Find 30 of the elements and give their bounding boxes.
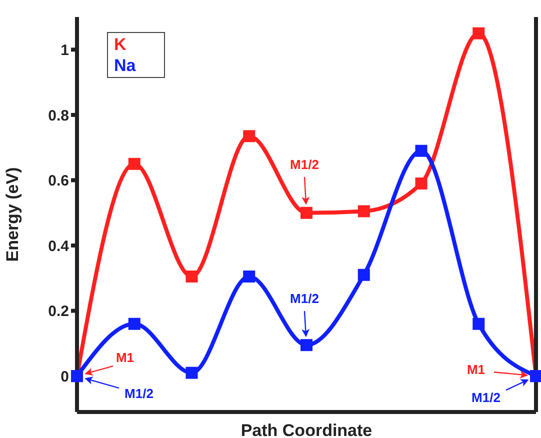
- point: [243, 270, 256, 283]
- annotation: M1/2: [472, 390, 500, 406]
- annotation: M1/2: [124, 386, 154, 402]
- y-tick-label: 0.2: [48, 303, 69, 320]
- y-axis-title: Energy (eV): [3, 167, 22, 262]
- point: [128, 158, 140, 170]
- y-tick-label: 1: [60, 42, 69, 59]
- text: Na: [114, 55, 136, 76]
- point: [186, 270, 198, 283]
- point: [415, 144, 428, 157]
- point: [300, 339, 312, 352]
- annotation: M1: [466, 362, 486, 378]
- y-tick-label: 0: [60, 368, 69, 386]
- y-tick-label: 0.8: [48, 107, 69, 124]
- text: K: [114, 34, 128, 55]
- point: [472, 318, 485, 330]
- point: [358, 205, 370, 218]
- point: [243, 130, 256, 142]
- point: [128, 318, 140, 330]
- point: [358, 268, 370, 281]
- point: [300, 206, 312, 219]
- y-tick-label: 0.4: [48, 238, 70, 255]
- annotation: M1/2: [290, 291, 319, 306]
- point: [186, 366, 198, 379]
- point: [415, 177, 428, 190]
- annotation: M1: [116, 350, 134, 366]
- annotation: M1/2: [290, 156, 319, 172]
- x-axis-title: Path Coordinate: [240, 421, 372, 438]
- y-tick-label: 0.6: [48, 172, 69, 190]
- point: [472, 27, 485, 40]
